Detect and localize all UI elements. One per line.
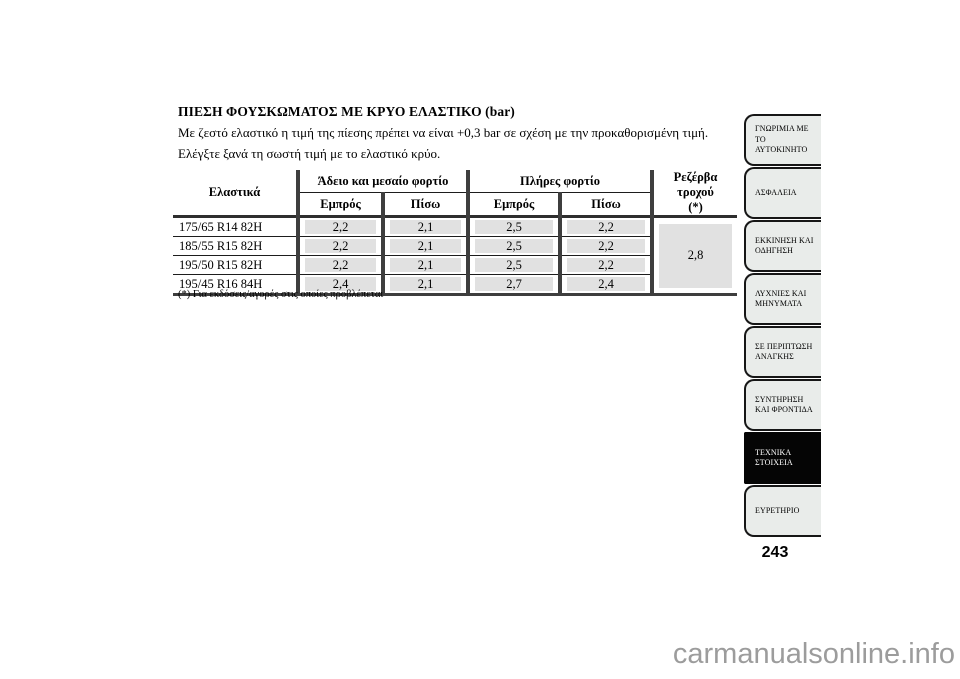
rear-subheader-2: Πίσω [558, 192, 652, 218]
sidebar-item-maintenance[interactable]: ΣΥΝΤΗΡΗΣΗ ΚΑΙ ΦΡΟΝΤΙΔΑ [744, 379, 821, 431]
tyres-column-header: Ελαστικά [173, 170, 298, 218]
sidebar-item-safety[interactable]: ΑΣΦΑΛΕΙΑ [744, 167, 821, 219]
tyre-size-cell: 185/55 R15 82H [173, 236, 298, 256]
pressure-value: 2,2 [567, 239, 645, 253]
empty-medium-load-header: Άδειο και μεσαίο φορτίο [296, 170, 468, 194]
pressure-cell: 2,4 [296, 274, 383, 296]
pressure-cell: 2,2 [296, 236, 383, 256]
pressure-value: 2,1 [390, 239, 461, 253]
pressure-cell: 2,2 [558, 255, 652, 275]
pressure-value: 2,1 [390, 277, 461, 291]
watermark-text: carmanualsonline.info [672, 638, 955, 670]
intro-line-1: Με ζεστό ελαστικό η τιμή της πίεσης πρέπ… [178, 125, 709, 140]
spare-wheel-value: 2,8 [659, 223, 732, 288]
tyre-size-cell: 175/65 R14 82H [173, 216, 298, 237]
page-number: 243 [761, 544, 789, 561]
table-row: 195/50 R15 82H 2,2 2,1 2,5 2,2 [173, 255, 737, 275]
pressure-cell: 2,2 [296, 216, 383, 237]
pressure-cell: 2,2 [558, 216, 652, 237]
sidebar-item-technical-data[interactable]: ΤΕΧΝΙΚΑ ΣΤΟΙΧΕΙΑ [744, 432, 821, 484]
table-row: 185/55 R15 82H 2,2 2,1 2,5 2,2 [173, 236, 737, 256]
pressure-value: 2,1 [390, 258, 461, 272]
pressure-cell: 2,1 [381, 255, 468, 275]
pressure-cell: 2,5 [466, 255, 560, 275]
pressure-value: 2,5 [475, 220, 553, 234]
tyre-size-cell: 195/50 R15 82H [173, 255, 298, 275]
pressure-value: 2,4 [305, 277, 376, 291]
intro-line-2: Ελέγξτε ξανά τη σωστή τιμή με το ελαστικ… [178, 146, 441, 161]
pressure-value: 2,7 [475, 277, 553, 291]
tyre-pressure-table: Ελαστικά Άδειο και μεσαίο φορτίο Πλήρες … [173, 170, 737, 296]
pressure-value: 2,1 [390, 220, 461, 234]
table-header-row-groups: Ελαστικά Άδειο και μεσαίο φορτίο Πλήρες … [173, 170, 737, 218]
sidebar-item-starting-driving[interactable]: ΕΚΚΙΝΗΣΗ ΚΑΙ ΟΔΗΓΗΣΗ [744, 220, 821, 272]
pressure-value: 2,2 [305, 258, 376, 272]
table-row: 175/65 R14 82H 2,2 2,1 2,5 2,2 2,8 [173, 216, 737, 296]
front-subheader-1: Εμπρός [296, 192, 383, 218]
pressure-value: 2,2 [305, 220, 376, 234]
sidebar-item-getting-to-know[interactable]: ΓΝΩΡΙΜΙΑ ΜΕ ΤΟ ΑΥΤΟΚΙΝΗΤΟ [744, 114, 821, 166]
pressure-cell: 2,2 [558, 236, 652, 256]
pressure-cell: 2,4 [558, 274, 652, 296]
table-header-row-sub: Εμπρός Πίσω Εμπρός Πίσω [173, 192, 737, 218]
pressure-cell: 2,2 [296, 255, 383, 275]
pressure-cell: 2,1 [381, 216, 468, 237]
table-row: 195/45 R16 84H 2,4 2,1 2,7 2,4 [173, 274, 737, 296]
sidebar-item-lights-messages[interactable]: ΛΥΧΝΙΕΣ ΚΑΙ ΜΗΝΥΜΑΤΑ [744, 273, 821, 325]
pressure-cell: 2,7 [466, 274, 560, 296]
rear-subheader-1: Πίσω [381, 192, 468, 218]
spare-wheel-header-line2: (*) [688, 200, 703, 214]
pressure-cell: 2,1 [381, 236, 468, 256]
pressure-cell: 2,5 [466, 216, 560, 237]
pressure-value: 2,2 [567, 220, 645, 234]
front-subheader-2: Εμπρός [466, 192, 560, 218]
pressure-value: 2,2 [567, 258, 645, 272]
table-footnote: (*) Για εκδόσεις/αγορές στις οποίες προβ… [178, 289, 384, 300]
pressure-value: 2,4 [567, 277, 645, 291]
sidebar-item-emergency[interactable]: ΣΕ ΠΕΡΙΠΤΩΣΗ ΑΝΑΓΚΗΣ [744, 326, 821, 378]
pressure-value: 2,5 [475, 239, 553, 253]
pressure-value: 2,2 [305, 239, 376, 253]
tyre-size-cell: 195/45 R16 84H [173, 274, 298, 296]
full-load-header: Πλήρες φορτίο [466, 170, 652, 194]
pressure-cell: 2,1 [381, 274, 468, 296]
spare-wheel-cell: 2,8 [650, 216, 737, 296]
section-tab-bar: ΓΝΩΡΙΜΙΑ ΜΕ ΤΟ ΑΥΤΟΚΙΝΗΤΟ ΑΣΦΑΛΕΙΑ ΕΚΚΙΝ… [744, 114, 821, 537]
sidebar-item-index[interactable]: ΕΥΡΕΤΗΡΙΟ [744, 485, 821, 537]
spare-wheel-header-line1: Ρεζέρβα τροχού [673, 170, 718, 199]
page-title: ΠΙΕΣΗ ΦΟΥΣΚΩΜΑΤΟΣ ΜΕ ΚΡΥΟ ΕΛΑΣΤΙΚΟ (bar) [178, 104, 515, 119]
pressure-value: 2,5 [475, 258, 553, 272]
pressure-cell: 2,5 [466, 236, 560, 256]
spare-wheel-header: Ρεζέρβα τροχού (*) [650, 170, 737, 218]
